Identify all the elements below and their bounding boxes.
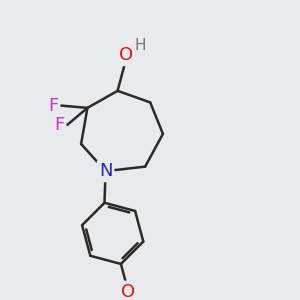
Text: F: F (54, 116, 64, 134)
Text: O: O (121, 283, 135, 300)
Text: F: F (48, 97, 58, 115)
Text: N: N (99, 162, 112, 180)
Text: H: H (134, 38, 146, 53)
Text: O: O (119, 46, 133, 64)
